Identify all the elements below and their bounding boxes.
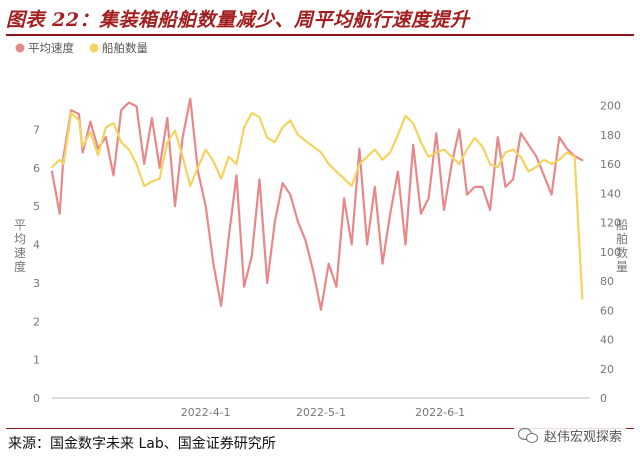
right-tick-label: 20 (600, 363, 614, 376)
left-tick-label: 1 (33, 354, 40, 367)
watermark: 赵伟宏观探索 (513, 425, 626, 445)
left-tick-label: 5 (33, 200, 40, 213)
right-axis-title: 船舶数量 (616, 218, 628, 274)
right-tick-label: 80 (600, 275, 614, 288)
ships-series-line (50, 111, 584, 300)
right-axis-title-char: 数 (616, 245, 628, 260)
right-tick-label: 120 (600, 217, 621, 230)
speed-series-line (50, 97, 584, 311)
right-tick-label: 200 (600, 100, 621, 113)
right-tick-label: 0 (600, 392, 607, 405)
left-axis-title-char: 平 (14, 218, 26, 232)
right-tick-label: 160 (600, 158, 621, 171)
right-axis-title-char: 量 (616, 260, 628, 274)
title-bar: 图表 22：集装箱船舶数量减少、周平均航行速度提升 (6, 2, 634, 36)
legend-marker (89, 43, 99, 53)
right-tick-label: 140 (600, 187, 621, 200)
right-axis-title-char: 船 (616, 218, 628, 232)
left-tick-label: 0 (33, 392, 40, 405)
right-tick-label: 180 (600, 129, 621, 142)
legend-label: 船舶数量 (102, 41, 148, 55)
wechat-icon (517, 427, 538, 443)
left-axis-title-char: 速 (14, 246, 26, 260)
chart-title: 图表 22：集装箱船舶数量减少、周平均航行速度提升 (6, 8, 470, 31)
right-tick-label: 60 (600, 304, 614, 317)
left-axis-title-char: 度 (14, 259, 26, 274)
dual-axis-line-chart: 0 1 2 3 4 5 6 7 0 20 40 60 80 100 120 140 160 180 200 2022-… (14, 41, 628, 419)
left-axis-title: 平均速度 (14, 218, 26, 274)
x-tick-label: 2022-5-1 (296, 406, 346, 419)
left-tick-label: 6 (33, 162, 40, 175)
right-axis-title-char: 舶 (616, 231, 628, 246)
left-tick-label: 3 (33, 277, 40, 290)
left-axis-title-char: 均 (14, 232, 26, 246)
footer-rule (6, 428, 634, 429)
source-note: 来源：国金数字未来 Lab、国金证券研究所 (8, 436, 276, 452)
watermark-text: 赵伟宏观探索 (543, 429, 622, 445)
legend-marker (15, 43, 25, 53)
left-tick-label: 2 (33, 315, 40, 328)
right-tick-label: 40 (600, 334, 614, 347)
x-tick-label: 2022-4-1 (181, 406, 231, 419)
right-tick-label: 100 (600, 246, 621, 259)
legend-label: 平均速度 (28, 41, 74, 55)
x-tick-label: 2022-6-1 (415, 406, 465, 419)
left-tick-label: 7 (33, 123, 40, 136)
left-tick-label: 4 (33, 239, 40, 252)
